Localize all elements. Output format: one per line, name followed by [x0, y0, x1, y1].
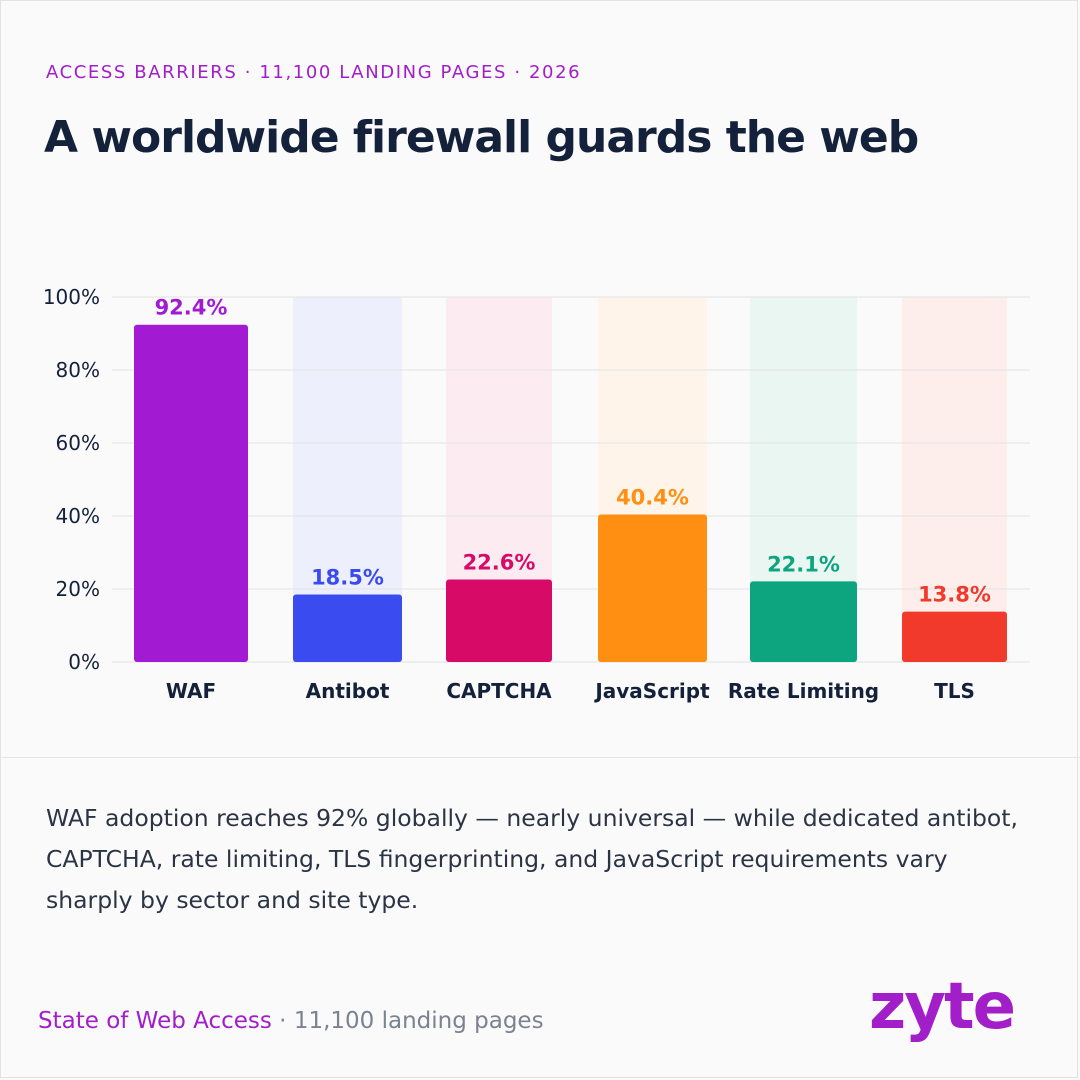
category-label: TLS	[934, 679, 975, 703]
category-label: Antibot	[306, 679, 390, 703]
value-label-layer: 92.4% 18.5% 22.6% 40.4% 22.1% 13.8%	[155, 296, 991, 607]
bar	[902, 611, 1007, 662]
bar-layer	[134, 324, 1007, 662]
footer-source: State of Web Access · 11,100 landing pag…	[38, 1008, 544, 1034]
category-label: CAPTCHA	[446, 679, 552, 703]
category-label: Rate Limiting	[728, 679, 879, 703]
y-tick-label: 100%	[43, 285, 100, 309]
bar	[598, 514, 707, 662]
bar	[293, 594, 402, 662]
footer-page-count: 11,100 landing pages	[293, 1008, 544, 1034]
bar	[750, 581, 857, 662]
data-label: 40.4%	[616, 486, 689, 510]
data-label: 92.4%	[155, 296, 228, 320]
footer-separator: ·	[271, 1008, 294, 1034]
y-tick-label: 60%	[56, 431, 100, 455]
data-label: 13.8%	[918, 583, 991, 607]
y-tick-label: 80%	[56, 358, 100, 382]
column-background	[902, 297, 1007, 662]
chart-description: WAF adoption reaches 92% globally — near…	[46, 804, 1018, 914]
category-label: JavaScript	[593, 679, 710, 703]
y-tick-label: 0%	[68, 650, 100, 674]
zyte-logo: zyte	[869, 970, 1016, 1044]
chart-title: A worldwide firewall guards the web	[44, 112, 919, 163]
y-tick-label: 20%	[56, 577, 100, 601]
footer-brand-name: State of Web Access	[38, 1008, 272, 1034]
y-tick-label: 40%	[56, 504, 100, 528]
data-label: 22.1%	[767, 552, 840, 576]
data-label: 18.5%	[311, 565, 384, 589]
y-axis-tick-labels: 0% 20% 40% 60% 80% 100%	[43, 285, 100, 674]
bar	[134, 324, 248, 662]
section-divider	[0, 757, 1080, 758]
bar-chart: 0% 20% 40% 60% 80% 100% 92.4% 18.5% 22.6% 40.4% 2…	[43, 285, 1030, 703]
category-label: WAF	[166, 679, 216, 703]
eyebrow-label: ACCESS BARRIERS · 11,100 LANDING PAGES ·…	[46, 62, 582, 83]
data-label: 22.6%	[463, 551, 536, 575]
column-background-layer	[134, 297, 1007, 662]
bar	[446, 579, 552, 662]
gridline-layer	[112, 296, 1030, 663]
category-label-layer: WAF Antibot CAPTCHA JavaScript Rate Limiting…	[166, 679, 975, 703]
